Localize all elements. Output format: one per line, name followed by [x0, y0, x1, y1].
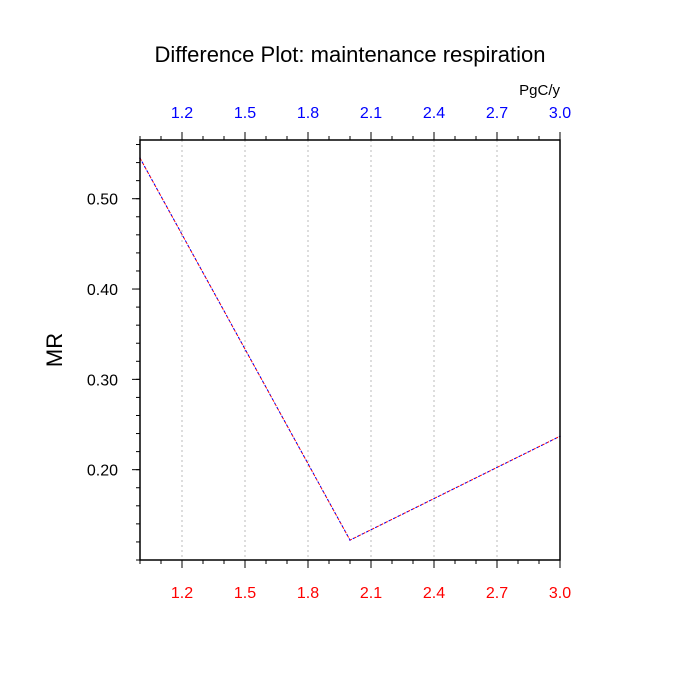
grid-layer — [181, 140, 498, 560]
x-tick-label-top: 2.7 — [486, 105, 508, 122]
y-tick-label: 0.30 — [87, 372, 118, 389]
series-layer — [139, 157, 561, 541]
y-tick-label: 0.20 — [87, 463, 118, 480]
y-axis-label: MR — [42, 333, 67, 367]
x-tick-label-top: 2.4 — [423, 105, 445, 122]
x-tick-label-bottom: 3.0 — [549, 585, 571, 602]
x-tick-label-bottom: 2.7 — [486, 585, 508, 602]
series-point — [349, 539, 351, 541]
y-tick-label: 0.50 — [87, 192, 118, 209]
x-tick-label-bottom: 1.8 — [297, 585, 319, 602]
x-tick-label-top: 1.8 — [297, 105, 319, 122]
tick-label-layer: 1.2 1.2 1.5 1.5 1.8 1.8 2.1 2.1 2.4 2.4 2.7 2.7 3.0 3… — [87, 105, 571, 602]
chart-title: Difference Plot: maintenance respiration — [155, 42, 546, 67]
tick-layer — [132, 132, 561, 568]
x-tick-label-top: 1.5 — [234, 105, 256, 122]
x-tick-label-bottom: 2.1 — [360, 585, 382, 602]
x-tick-label-top: 1.2 — [171, 105, 193, 122]
x-tick-label-bottom: 1.2 — [171, 585, 193, 602]
x-tick-label-top: 3.0 — [549, 105, 571, 122]
plot-frame — [139, 139, 561, 561]
x-tick-label-bottom: 1.5 — [234, 585, 256, 602]
x-tick-label-top: 2.1 — [360, 105, 382, 122]
y-tick-label: 0.40 — [87, 282, 118, 299]
x-tick-label-bottom: 2.4 — [423, 585, 445, 602]
top-axis-unit-label: PgC/y — [519, 82, 560, 99]
